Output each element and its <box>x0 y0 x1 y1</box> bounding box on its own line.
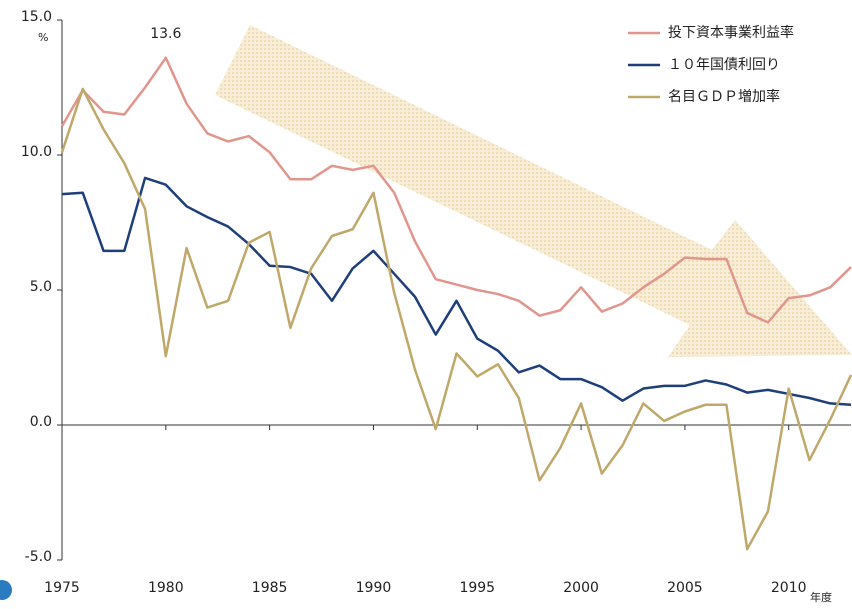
corner-logo <box>0 580 12 600</box>
x-tick-label: 2010 <box>771 580 807 596</box>
legend-label: 名目ＧＤＰ増加率 <box>668 88 780 105</box>
x-tick-label: 1980 <box>148 580 184 596</box>
x-unit: 年度 <box>810 590 832 604</box>
y-tick-label: 5.0 <box>30 279 52 295</box>
legend-label: １０年国債利回り <box>668 57 780 73</box>
y-tick-label: -5.0 <box>25 549 52 565</box>
x-tick-label: 2005 <box>667 580 703 596</box>
y-unit: % <box>38 31 48 44</box>
legend-label: 投下資本事業利益率 <box>668 24 794 41</box>
series-line <box>60 87 852 551</box>
series-line <box>60 56 852 324</box>
x-tick-label: 1985 <box>252 580 288 596</box>
y-tick-label: 10.0 <box>21 144 52 160</box>
x-tick-label: 1995 <box>459 580 495 596</box>
x-tick-label: 1990 <box>356 580 392 596</box>
annotation: 13.6 <box>150 26 181 42</box>
x-tick-label: 1975 <box>44 580 80 596</box>
x-tick-label: 2000 <box>563 580 599 596</box>
series-line <box>61 176 852 406</box>
y-tick-label: 0.0 <box>30 414 52 430</box>
y-tick-label: 15.0 <box>21 9 52 25</box>
trend-arrow <box>215 25 852 357</box>
